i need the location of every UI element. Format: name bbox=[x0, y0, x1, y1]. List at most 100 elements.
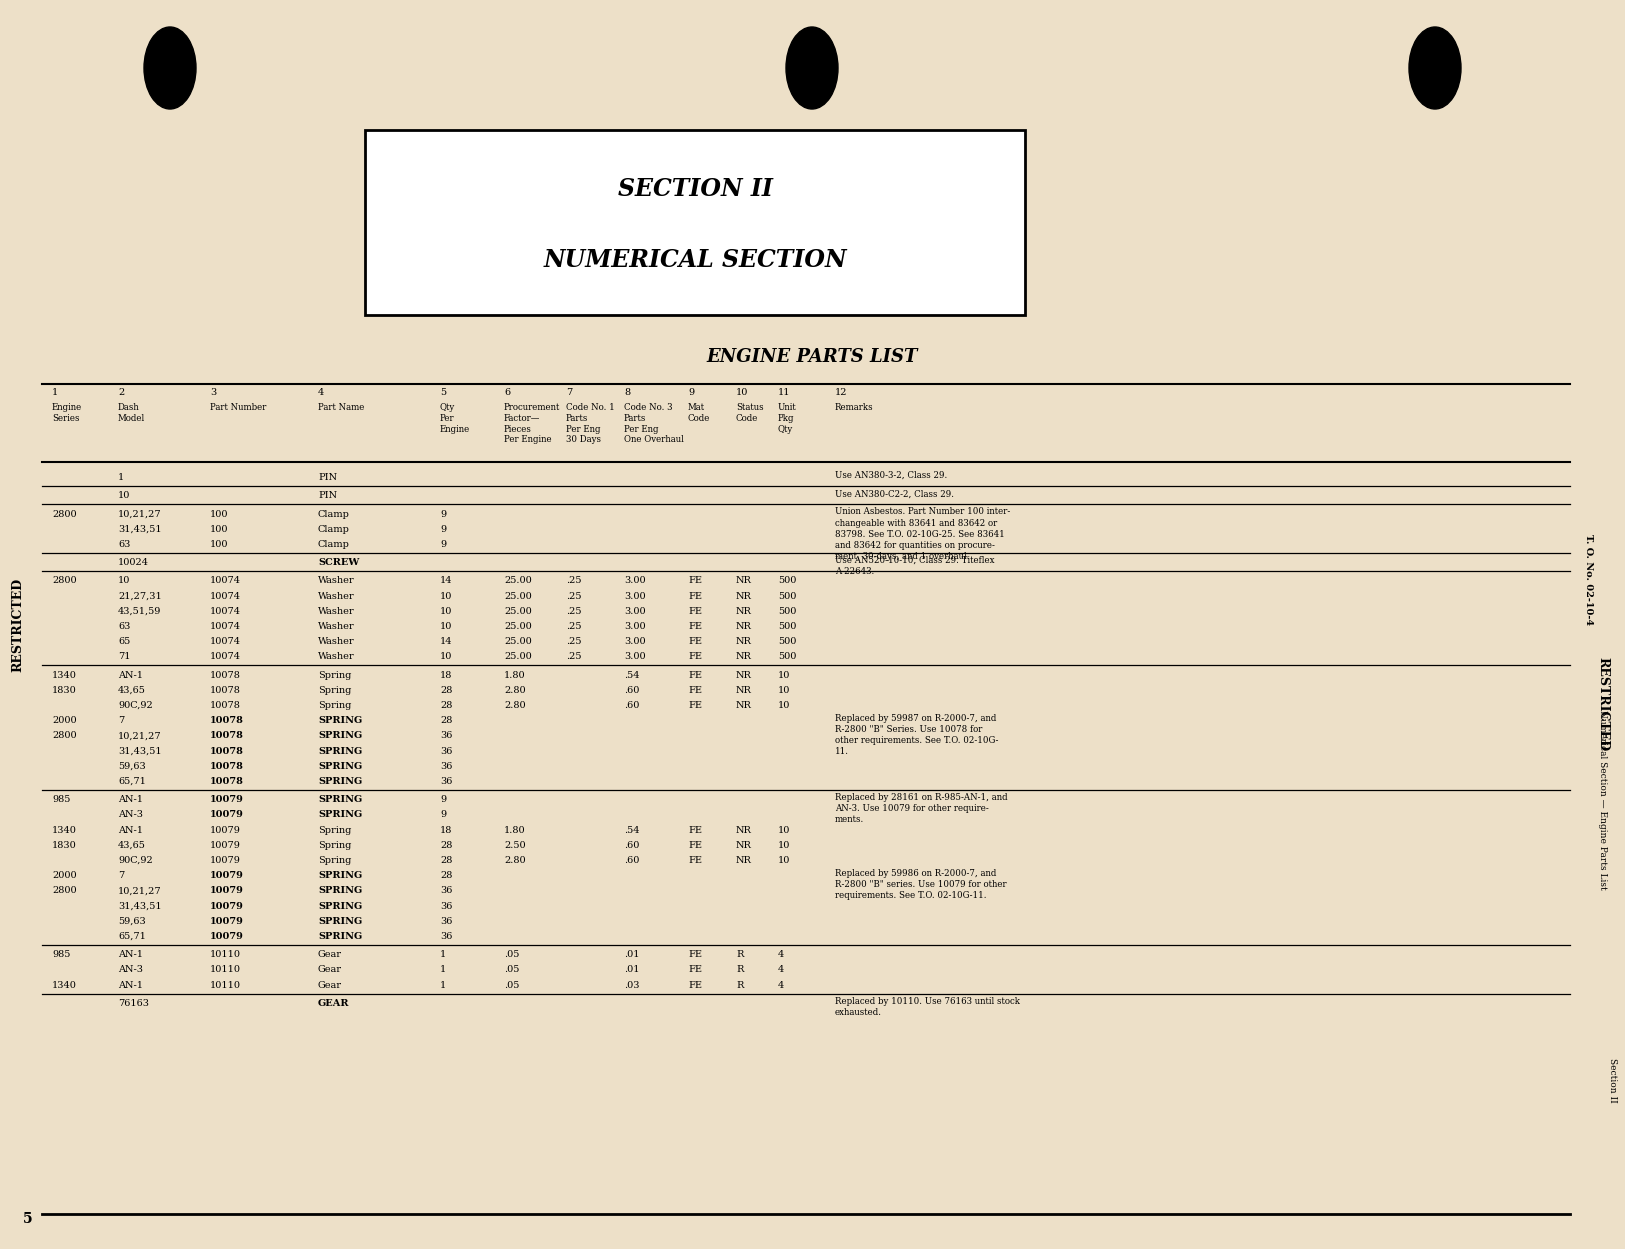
Text: 36: 36 bbox=[440, 887, 452, 896]
Text: SPRING: SPRING bbox=[318, 747, 362, 756]
Text: Section II: Section II bbox=[1609, 1058, 1617, 1103]
Text: 10: 10 bbox=[778, 686, 790, 694]
Text: NR: NR bbox=[736, 637, 752, 646]
Text: Mat
Code: Mat Code bbox=[687, 403, 710, 422]
Text: 10078: 10078 bbox=[210, 701, 240, 709]
Text: 28: 28 bbox=[440, 716, 452, 726]
Text: 500: 500 bbox=[778, 607, 796, 616]
Text: 63: 63 bbox=[119, 622, 130, 631]
Text: Spring: Spring bbox=[318, 671, 351, 679]
Text: 10: 10 bbox=[119, 576, 130, 586]
Text: FE: FE bbox=[687, 950, 702, 959]
Text: 28: 28 bbox=[440, 871, 452, 881]
Text: SPRING: SPRING bbox=[318, 887, 362, 896]
Text: 10074: 10074 bbox=[210, 592, 240, 601]
Text: FE: FE bbox=[687, 980, 702, 989]
Text: 28: 28 bbox=[440, 701, 452, 709]
Text: 10074: 10074 bbox=[210, 607, 240, 616]
Text: SPRING: SPRING bbox=[318, 932, 362, 940]
Text: 100: 100 bbox=[210, 525, 229, 533]
Text: 10: 10 bbox=[778, 826, 790, 834]
Text: Procurement
Factor—
Pieces
Per Engine: Procurement Factor— Pieces Per Engine bbox=[504, 403, 561, 445]
Text: SPRING: SPRING bbox=[318, 716, 362, 726]
Text: .05: .05 bbox=[504, 980, 520, 989]
Text: 10,21,27: 10,21,27 bbox=[119, 732, 161, 741]
Text: NR: NR bbox=[736, 671, 752, 679]
Text: 10079: 10079 bbox=[210, 932, 244, 940]
Text: 10078: 10078 bbox=[210, 671, 240, 679]
Text: FE: FE bbox=[687, 965, 702, 974]
Text: SPRING: SPRING bbox=[318, 902, 362, 911]
Text: 6: 6 bbox=[504, 388, 510, 397]
Text: 1830: 1830 bbox=[52, 841, 76, 849]
Text: .25: .25 bbox=[566, 652, 582, 661]
Text: 2: 2 bbox=[119, 388, 123, 397]
Text: AN-1: AN-1 bbox=[119, 980, 143, 989]
Text: AN-1: AN-1 bbox=[119, 671, 143, 679]
Text: ENGINE PARTS LIST: ENGINE PARTS LIST bbox=[707, 348, 918, 366]
Text: Replaced by 59986 on R-2000-7, and
R-2800 "B" series. Use 10079 for other
requir: Replaced by 59986 on R-2000-7, and R-280… bbox=[835, 869, 1006, 901]
Text: 10,21,27: 10,21,27 bbox=[119, 887, 161, 896]
Text: FE: FE bbox=[687, 826, 702, 834]
Text: AN-1: AN-1 bbox=[119, 950, 143, 959]
Text: 11: 11 bbox=[778, 388, 790, 397]
Text: 10074: 10074 bbox=[210, 652, 240, 661]
Text: Use AN380-3-2, Class 29.: Use AN380-3-2, Class 29. bbox=[835, 471, 947, 480]
Text: SECTION II: SECTION II bbox=[618, 177, 772, 201]
Text: Remarks: Remarks bbox=[835, 403, 874, 412]
Text: .60: .60 bbox=[624, 701, 639, 709]
Text: 10079: 10079 bbox=[210, 826, 240, 834]
Text: SPRING: SPRING bbox=[318, 871, 362, 881]
Text: 1830: 1830 bbox=[52, 686, 76, 694]
Text: 65,71: 65,71 bbox=[119, 932, 146, 940]
Text: Use AN380-C2-2, Class 29.: Use AN380-C2-2, Class 29. bbox=[835, 490, 954, 498]
Text: AN-1: AN-1 bbox=[119, 826, 143, 834]
Text: Gear: Gear bbox=[318, 950, 341, 959]
Text: 7: 7 bbox=[119, 716, 123, 726]
Text: GEAR: GEAR bbox=[318, 999, 349, 1008]
Text: 3.00: 3.00 bbox=[624, 576, 645, 586]
Text: .60: .60 bbox=[624, 841, 639, 849]
Text: FE: FE bbox=[687, 622, 702, 631]
Text: Engine
Series: Engine Series bbox=[52, 403, 83, 422]
Text: 500: 500 bbox=[778, 576, 796, 586]
Text: Clamp: Clamp bbox=[318, 525, 349, 533]
Text: NR: NR bbox=[736, 592, 752, 601]
Text: 36: 36 bbox=[440, 917, 452, 926]
Text: 10079: 10079 bbox=[210, 871, 244, 881]
Text: 1340: 1340 bbox=[52, 980, 76, 989]
Ellipse shape bbox=[786, 27, 838, 109]
Text: Spring: Spring bbox=[318, 856, 351, 864]
Text: Union Asbestos. Part Number 100 inter-
changeable with 83641 and 83642 or
83798.: Union Asbestos. Part Number 100 inter- c… bbox=[835, 507, 1011, 561]
Text: 14: 14 bbox=[440, 637, 452, 646]
Text: .03: .03 bbox=[624, 980, 640, 989]
Text: 2800: 2800 bbox=[52, 576, 76, 586]
Text: 3.00: 3.00 bbox=[624, 607, 645, 616]
Text: 28: 28 bbox=[440, 841, 452, 849]
Text: Part Number: Part Number bbox=[210, 403, 266, 412]
Text: .25: .25 bbox=[566, 607, 582, 616]
Text: 63: 63 bbox=[119, 540, 130, 548]
Text: 10078: 10078 bbox=[210, 716, 244, 726]
Text: 25.00: 25.00 bbox=[504, 607, 531, 616]
Text: 10078: 10078 bbox=[210, 762, 244, 771]
Text: FE: FE bbox=[687, 841, 702, 849]
Ellipse shape bbox=[145, 27, 197, 109]
Text: 25.00: 25.00 bbox=[504, 622, 531, 631]
Text: 10079: 10079 bbox=[210, 917, 244, 926]
Text: 3.00: 3.00 bbox=[624, 652, 645, 661]
Text: 1.80: 1.80 bbox=[504, 671, 525, 679]
Text: NUMERICAL SECTION: NUMERICAL SECTION bbox=[543, 247, 847, 271]
Text: Washer: Washer bbox=[318, 592, 354, 601]
Text: Spring: Spring bbox=[318, 841, 351, 849]
Text: Spring: Spring bbox=[318, 686, 351, 694]
Text: 1: 1 bbox=[119, 473, 123, 482]
Text: Gear: Gear bbox=[318, 980, 341, 989]
Text: 9: 9 bbox=[440, 540, 447, 548]
Text: 500: 500 bbox=[778, 622, 796, 631]
Text: NR: NR bbox=[736, 622, 752, 631]
Text: 10: 10 bbox=[440, 607, 452, 616]
Text: 59,63: 59,63 bbox=[119, 917, 146, 926]
Text: Use AN520-10-10, Class 29. Titeflex
A-22643.: Use AN520-10-10, Class 29. Titeflex A-22… bbox=[835, 556, 994, 576]
Text: 10074: 10074 bbox=[210, 637, 240, 646]
